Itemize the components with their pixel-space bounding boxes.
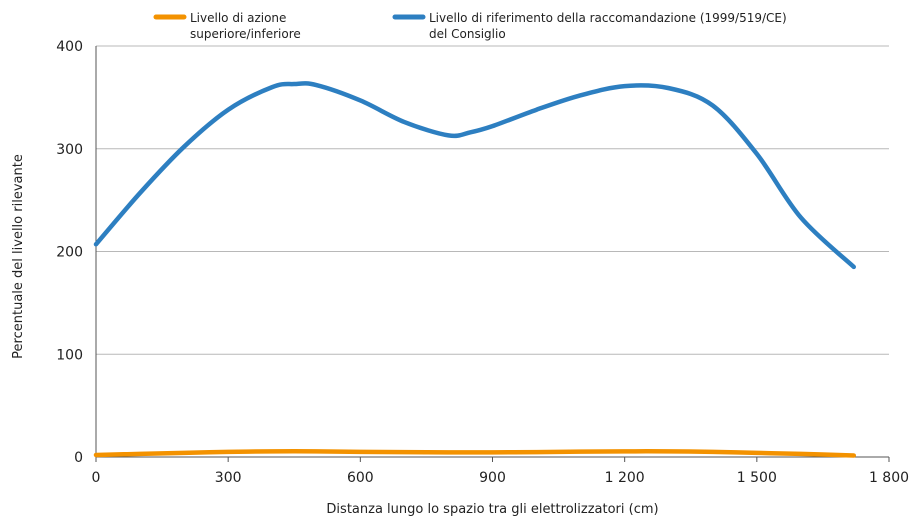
x-tick-label: 600: [347, 470, 374, 486]
grid-lines: [96, 45, 889, 355]
legend-label-2: Livello di riferimento della raccomandaz…: [429, 11, 787, 25]
x-tick-label: 900: [479, 470, 506, 486]
x-axis-title: Distanza lungo lo spazio tra gli elettro…: [326, 502, 658, 517]
y-tick-label: 400: [56, 39, 83, 55]
series-line-2: [93, 81, 857, 270]
series-lines: [93, 81, 857, 458]
legend-label-1: Livello di azione: [190, 11, 286, 25]
y-tick-label: 300: [56, 142, 83, 158]
legend-label-1: superiore/inferiore: [190, 27, 301, 41]
x-tick-label: 0: [92, 470, 101, 486]
x-tick-label: 1 200: [605, 470, 645, 486]
x-tick-label: 1 800: [869, 470, 909, 486]
x-tick-label: 1 500: [737, 470, 777, 486]
y-axis-title: Percentuale del livello rilevante: [11, 154, 26, 359]
axes: 0 100 200 300 400 0 300 600 900 1 200 1 500 1 800: [56, 39, 909, 486]
series-line-1: [93, 449, 857, 458]
legend-label-2: del Consiglio: [429, 27, 506, 41]
axis-labels: Distanza lungo lo spazio tra gli elettro…: [11, 154, 659, 517]
legend: Livello di azione superiore/inferiore Live…: [153, 11, 787, 41]
y-tick-label: 200: [56, 245, 83, 261]
x-tick-label: 300: [215, 470, 242, 486]
y-tick-label: 0: [74, 450, 83, 466]
y-tick-label: 100: [56, 347, 83, 363]
